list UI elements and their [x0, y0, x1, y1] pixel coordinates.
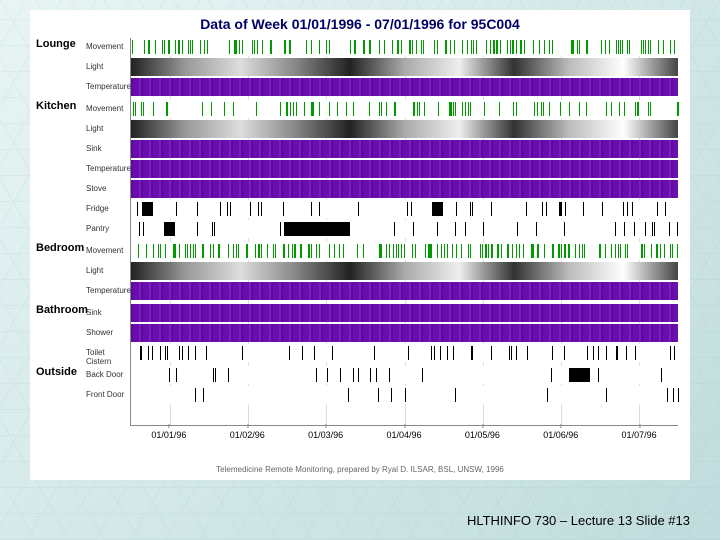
- sensor-label: Toilet Cistern: [86, 348, 128, 366]
- sensor-label: Back Door: [86, 370, 128, 379]
- chart-caption: Telemedicine Remote Monitoring, prepared…: [30, 465, 690, 474]
- sensor-label: Light: [86, 62, 128, 71]
- x-tick-label: 01/01/96: [151, 430, 186, 440]
- room-label: Lounge: [36, 38, 76, 50]
- sensor-label: Temperature: [86, 82, 128, 91]
- x-axis: 01/01/96 01/02/96 01/03/96 01/04/96 01/05/96…: [130, 430, 678, 450]
- slide-footer: HLTHINFO 730 – Lecture 13 Slide #13: [467, 513, 690, 528]
- sensor-track: [131, 386, 678, 404]
- sensor-track: [131, 324, 678, 342]
- room-label: Outside: [36, 366, 77, 378]
- sensor-label: Movement: [86, 42, 128, 51]
- sensor-label: Sink: [86, 144, 128, 153]
- sensor-track: [131, 58, 678, 76]
- sensor-track: [131, 242, 678, 260]
- sensor-track: [131, 304, 678, 322]
- sensor-track: [131, 120, 678, 138]
- sensor-track: [131, 180, 678, 198]
- sensor-track: [131, 366, 678, 384]
- x-tick-label: 01/07/96: [622, 430, 657, 440]
- sensor-track: [131, 140, 678, 158]
- room-label: Kitchen: [36, 100, 76, 112]
- sensor-label: Front Door: [86, 390, 128, 399]
- sensor-track: [131, 38, 678, 56]
- chart-title: Data of Week 01/01/1996 - 07/01/1996 for…: [30, 10, 690, 36]
- room-label: Bathroom: [36, 304, 88, 316]
- sensor-label: Fridge: [86, 204, 128, 213]
- sensor-label: Stove: [86, 184, 128, 193]
- sensor-track: [131, 220, 678, 238]
- x-tick-label: 01/02/96: [230, 430, 265, 440]
- x-tick-label: 01/04/96: [386, 430, 421, 440]
- sensor-label: Shower: [86, 328, 128, 337]
- sensor-label: Movement: [86, 104, 128, 113]
- sensor-track: [131, 282, 678, 300]
- sensor-track: [131, 100, 678, 118]
- x-tick-label: 01/06/96: [543, 430, 578, 440]
- x-tick-label: 01/03/96: [308, 430, 343, 440]
- sensor-label: Movement: [86, 246, 128, 255]
- sensor-track: [131, 78, 678, 96]
- sensor-track: [131, 262, 678, 280]
- sensor-track: [131, 160, 678, 178]
- sensor-label: Temperature: [86, 164, 128, 173]
- sensor-label: Light: [86, 266, 128, 275]
- x-tick-label: 01/05/96: [465, 430, 500, 440]
- sensor-label: Sink: [86, 308, 128, 317]
- sensor-track: [131, 200, 678, 218]
- plot-area: [130, 38, 678, 426]
- sensor-label: Pantry: [86, 224, 128, 233]
- sensor-label: Light: [86, 124, 128, 133]
- sensor-label: Temperature: [86, 286, 128, 295]
- chart-container: Data of Week 01/01/1996 - 07/01/1996 for…: [30, 10, 690, 480]
- room-label: Bedroom: [36, 242, 84, 254]
- sensor-track: [131, 344, 678, 362]
